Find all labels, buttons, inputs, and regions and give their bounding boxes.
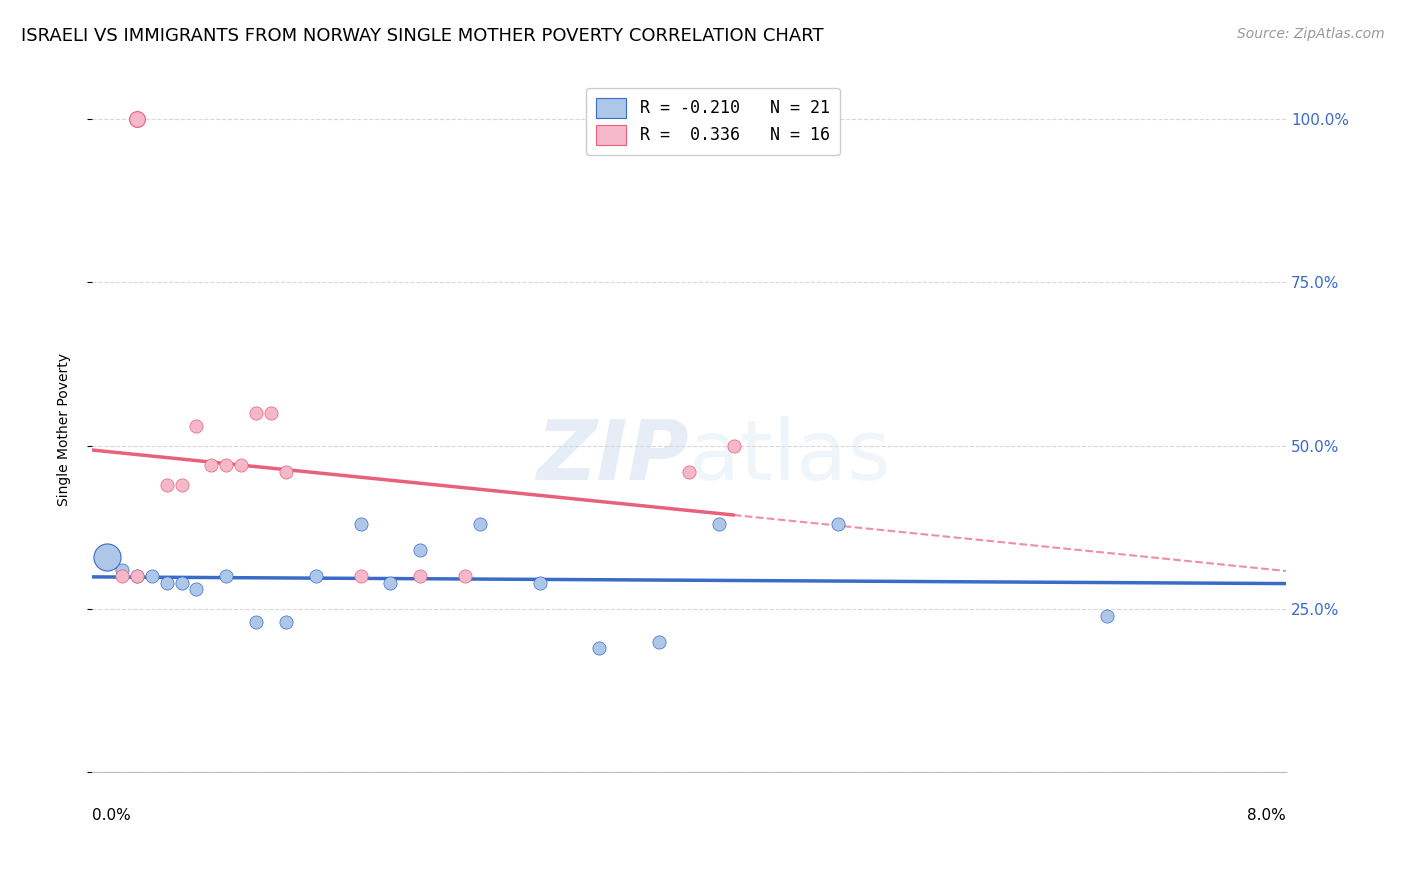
Point [245, 406, 267, 420]
Y-axis label: Single Mother Poverty: Single Mother Poverty [58, 353, 72, 506]
Point [111, 563, 134, 577]
Text: 8.0%: 8.0% [1247, 808, 1286, 823]
Point [186, 419, 208, 434]
Legend: R = -0.210   N = 21, R =  0.336   N = 16: R = -0.210 N = 21, R = 0.336 N = 16 [586, 87, 839, 155]
Point [156, 576, 179, 591]
Text: 0.0%: 0.0% [91, 808, 131, 823]
Point [170, 576, 193, 591]
Text: ISRAELI VS IMMIGRANTS FROM NORWAY SINGLE MOTHER POVERTY CORRELATION CHART: ISRAELI VS IMMIGRANTS FROM NORWAY SINGLE… [21, 27, 824, 45]
Point [125, 569, 148, 583]
Point [380, 576, 402, 591]
Point [723, 439, 745, 453]
Point [350, 569, 373, 583]
Point [1095, 608, 1118, 623]
Point [231, 458, 253, 473]
Point [707, 517, 730, 532]
Point [350, 517, 373, 532]
Point [529, 576, 551, 591]
Point [588, 641, 610, 656]
Point [454, 569, 477, 583]
Point [111, 569, 134, 583]
Point [96, 549, 118, 564]
Point [274, 615, 297, 629]
Point [648, 634, 671, 648]
Point [125, 112, 148, 126]
Point [170, 478, 193, 492]
Text: Source: ZipAtlas.com: Source: ZipAtlas.com [1237, 27, 1385, 41]
Text: atlas: atlas [689, 417, 891, 498]
Point [305, 569, 328, 583]
Point [260, 406, 283, 420]
Text: ZIP: ZIP [536, 417, 689, 498]
Point [827, 517, 849, 532]
Point [141, 569, 163, 583]
Point [125, 569, 148, 583]
Point [200, 458, 222, 473]
Point [409, 569, 432, 583]
Point [215, 569, 238, 583]
Point [678, 465, 700, 479]
Point [215, 458, 238, 473]
Point [274, 465, 297, 479]
Point [245, 615, 267, 629]
Point [468, 517, 491, 532]
Point [409, 543, 432, 558]
Point [186, 582, 208, 597]
Point [156, 478, 179, 492]
